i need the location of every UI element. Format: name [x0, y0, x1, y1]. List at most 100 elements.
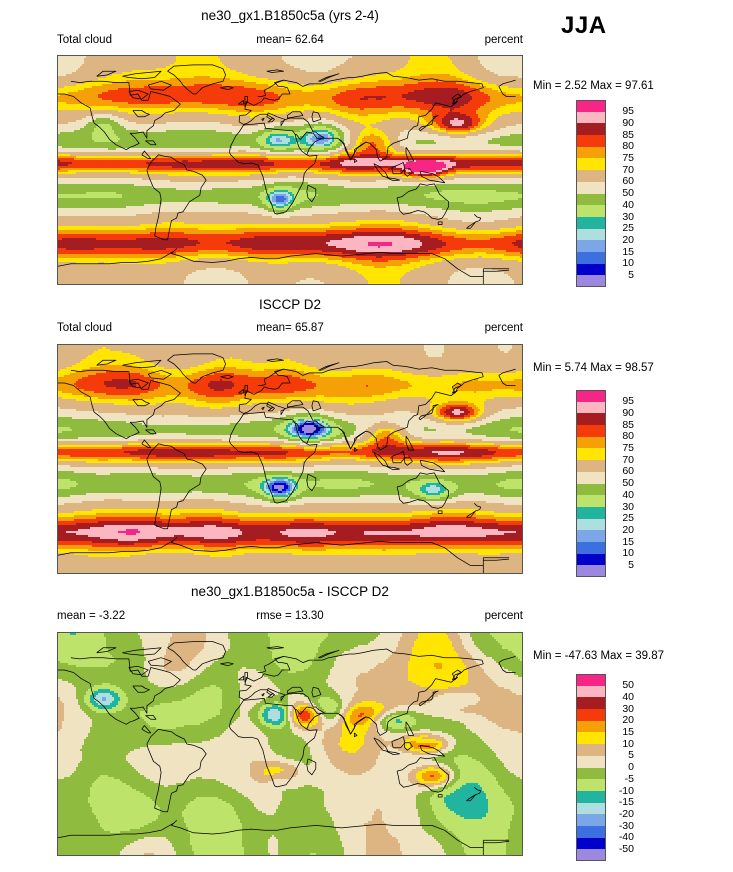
- colorbar-tick-label: 40: [610, 490, 634, 501]
- colorbar-swatch: [576, 112, 606, 124]
- colorbar-swatch: [576, 252, 606, 264]
- panel-units-label: percent: [57, 610, 523, 622]
- colorbar-tick-label: 75: [610, 153, 634, 164]
- map-obs[interactable]: [57, 344, 523, 574]
- colorbar-swatch: [576, 484, 606, 496]
- panel-units-label: percent: [57, 322, 523, 334]
- colorbar-tick-label: 0: [610, 762, 634, 773]
- map-difference[interactable]: [57, 632, 523, 856]
- colorbar-swatch: [576, 768, 606, 780]
- season-label: JJA: [561, 12, 607, 40]
- colorbar-swatch: [576, 194, 606, 206]
- colorbar-tick-label: 70: [610, 165, 634, 176]
- colorbar-tick-label: 40: [610, 200, 634, 211]
- colorbar-tick-label: 75: [610, 443, 634, 454]
- colorbar-tick-label: 50: [610, 680, 634, 691]
- colorbar-swatch: [576, 402, 606, 414]
- colorbar-swatch: [576, 826, 606, 838]
- colorbar-tick-label: -15: [610, 797, 634, 808]
- colorbar-swatch: [576, 229, 606, 241]
- colorbar-swatch: [576, 530, 606, 542]
- colorbar-tick-label: -50: [610, 844, 634, 855]
- colorbar-tick-label: -5: [610, 774, 634, 785]
- colorbar-swatch: [576, 756, 606, 768]
- colorbar-tick-label: 20: [610, 525, 634, 536]
- colorbar-swatch: [576, 519, 606, 531]
- colorbar-tick-label: 80: [610, 141, 634, 152]
- colorbar-swatch: [576, 744, 606, 756]
- colorbar-swatch: [576, 674, 606, 686]
- colorbar-tick-label: 90: [610, 118, 634, 129]
- colorbar-tick-label: 85: [610, 130, 634, 141]
- colorbar-tick-label: 10: [610, 258, 634, 269]
- colorbar-tick-label: 85: [610, 420, 634, 431]
- colorbar-tick-label: 10: [610, 739, 634, 750]
- colorbar-tick-label: 5: [610, 560, 634, 571]
- minmax-obs: Min = 5.74 Max = 98.57: [533, 362, 654, 374]
- colorbar-tick-label: 20: [610, 715, 634, 726]
- colorbar-tick-label: 30: [610, 704, 634, 715]
- colorbar-swatch: [576, 390, 606, 402]
- colorbar-tick-label: 30: [610, 212, 634, 223]
- colorbar-swatch: [576, 779, 606, 791]
- colorbar-swatch: [576, 100, 606, 112]
- colorbar-tick-label: 25: [610, 223, 634, 234]
- colorbar-swatch: [576, 147, 606, 159]
- colorbar-swatch: [576, 507, 606, 519]
- colorbar-swatch: [576, 425, 606, 437]
- colorbar-tick-label: 15: [610, 727, 634, 738]
- colorbar-swatch: [576, 791, 606, 803]
- colorbar-swatch: [576, 732, 606, 744]
- panel-title: ne30_gx1.B1850c5a - ISCCP D2: [57, 584, 523, 599]
- colorbar-swatch: [576, 686, 606, 698]
- colorbar-swatch: [576, 460, 606, 472]
- colorbar-swatch: [576, 123, 606, 135]
- colorbar-tick-label: -10: [610, 786, 634, 797]
- colorbar-tick-label: 15: [610, 537, 634, 548]
- colorbar-swatch: [576, 135, 606, 147]
- colorbar-tick-label: 25: [610, 513, 634, 524]
- colorbar-tick-label: 50: [610, 188, 634, 199]
- colorbar-swatch: [576, 849, 606, 861]
- colorbar-swatch: [576, 472, 606, 484]
- map-model[interactable]: [57, 55, 523, 285]
- colorbar-swatch: [576, 803, 606, 815]
- colorbar-difference: [576, 674, 606, 861]
- colorbar-tick-label: 80: [610, 431, 634, 442]
- colorbar-swatch: [576, 437, 606, 449]
- colorbar-swatch: [576, 721, 606, 733]
- panel-title: ISCCP D2: [57, 297, 523, 312]
- colorbar-tick-label: 60: [610, 176, 634, 187]
- minmax-difference: Min = -47.63 Max = 39.87: [533, 650, 664, 662]
- colorbar-swatch: [576, 554, 606, 566]
- colorbar-swatch: [576, 542, 606, 554]
- colorbar-tick-label: 95: [610, 106, 634, 117]
- colorbar-tick-label: 20: [610, 235, 634, 246]
- colorbar-swatch: [576, 495, 606, 507]
- panel-units-label: percent: [57, 34, 523, 46]
- colorbar-swatch: [576, 709, 606, 721]
- colorbar-tick-label: 95: [610, 396, 634, 407]
- colorbar-swatch: [576, 182, 606, 194]
- colorbar-swatch: [576, 413, 606, 425]
- colorbar-tick-label: 40: [610, 692, 634, 703]
- colorbar-swatch: [576, 240, 606, 252]
- colorbar-tick-label: -20: [610, 809, 634, 820]
- colorbar-tick-label: 15: [610, 247, 634, 258]
- colorbar-tick-label: 70: [610, 455, 634, 466]
- colorbar-tick-label: -30: [610, 821, 634, 832]
- colorbar-swatch: [576, 448, 606, 460]
- colorbar-swatch: [576, 838, 606, 850]
- colorbar-tick-label: 50: [610, 478, 634, 489]
- colorbar-tick-label: 5: [610, 270, 634, 281]
- colorbar-swatch: [576, 205, 606, 217]
- colorbar-swatch: [576, 565, 606, 577]
- panel-title: ne30_gx1.B1850c5a (yrs 2-4): [57, 8, 523, 23]
- colorbar-swatch: [576, 158, 606, 170]
- colorbar-tick-label: 90: [610, 408, 634, 419]
- colorbar-obs: [576, 390, 606, 577]
- colorbar-model: [576, 100, 606, 287]
- colorbar-swatch: [576, 264, 606, 276]
- colorbar-swatch: [576, 697, 606, 709]
- colorbar-tick-label: -40: [610, 832, 634, 843]
